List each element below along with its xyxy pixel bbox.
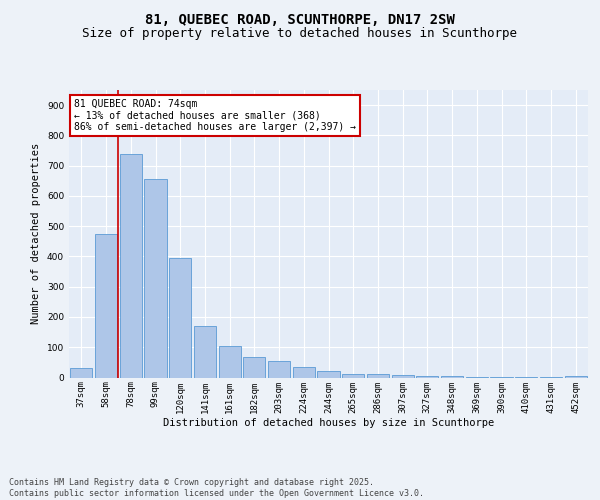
Bar bbox=[565, 376, 587, 378]
Bar bbox=[145, 180, 167, 378]
Bar bbox=[416, 376, 439, 378]
Bar bbox=[169, 258, 191, 378]
Bar bbox=[441, 376, 463, 378]
Bar bbox=[218, 346, 241, 378]
Text: Size of property relative to detached houses in Scunthorpe: Size of property relative to detached ho… bbox=[83, 28, 517, 40]
Bar bbox=[490, 377, 512, 378]
Y-axis label: Number of detached properties: Number of detached properties bbox=[31, 143, 41, 324]
Bar bbox=[268, 361, 290, 378]
Bar bbox=[540, 377, 562, 378]
Bar bbox=[466, 376, 488, 378]
Bar bbox=[342, 374, 364, 378]
Bar bbox=[95, 234, 117, 378]
Bar bbox=[367, 374, 389, 378]
Bar bbox=[293, 367, 315, 378]
Bar bbox=[392, 375, 414, 378]
Bar bbox=[119, 154, 142, 378]
Text: 81, QUEBEC ROAD, SCUNTHORPE, DN17 2SW: 81, QUEBEC ROAD, SCUNTHORPE, DN17 2SW bbox=[145, 12, 455, 26]
Text: Contains HM Land Registry data © Crown copyright and database right 2025.
Contai: Contains HM Land Registry data © Crown c… bbox=[9, 478, 424, 498]
Bar bbox=[243, 357, 265, 378]
Bar bbox=[70, 368, 92, 378]
Bar bbox=[317, 372, 340, 378]
X-axis label: Distribution of detached houses by size in Scunthorpe: Distribution of detached houses by size … bbox=[163, 418, 494, 428]
Bar bbox=[515, 377, 538, 378]
Text: 81 QUEBEC ROAD: 74sqm
← 13% of detached houses are smaller (368)
86% of semi-det: 81 QUEBEC ROAD: 74sqm ← 13% of detached … bbox=[74, 98, 356, 132]
Bar bbox=[194, 326, 216, 378]
